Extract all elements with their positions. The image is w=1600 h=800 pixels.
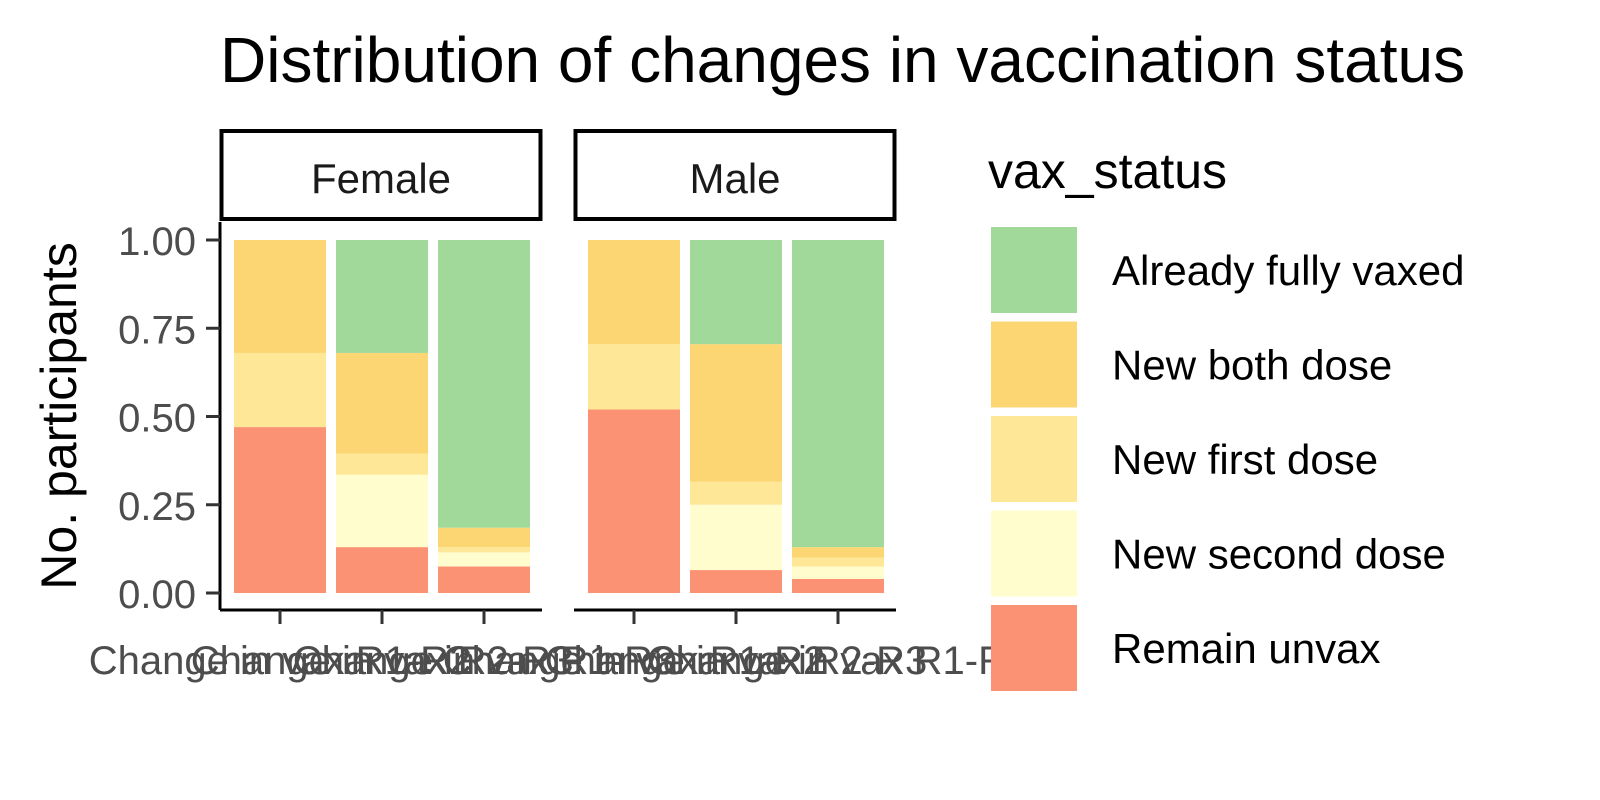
- bar-segment: [438, 240, 530, 528]
- x-tick-label: Change in vax R2-R3: [545, 639, 927, 683]
- bar-segment: [234, 240, 326, 353]
- facet-panels: 0.00 0.25 0.50 0.75 1.00 Female Change in vax …: [89, 129, 1029, 683]
- facet-strip-label: Female: [311, 155, 451, 202]
- bar-segment: [438, 566, 530, 593]
- x-tick-label: Change in vax R1-R3: [293, 639, 675, 683]
- bar-segment: [336, 474, 428, 548]
- bar-segment: [438, 547, 530, 553]
- facet-strip: [219, 129, 543, 221]
- bar-segment: [690, 504, 782, 571]
- legend: vax_status Already fully vaxed New both d…: [988, 143, 1465, 691]
- legend-key: [991, 321, 1077, 408]
- bar-segment: [336, 547, 428, 593]
- bar-segment: [336, 453, 428, 475]
- legend-label: New both dose: [1112, 342, 1392, 389]
- bar-segment: [438, 527, 530, 548]
- legend-key: [991, 416, 1077, 502]
- y-tick-label: 1.00: [118, 220, 196, 264]
- legend-label: New first dose: [1112, 436, 1378, 483]
- bar-segment: [336, 240, 428, 353]
- x-tick-label: Change in vax R1-R2: [89, 639, 471, 683]
- facet-strip: [573, 129, 897, 221]
- legend-label: Already fully vaxed: [1112, 247, 1465, 294]
- legend-key: [991, 510, 1077, 597]
- bar-segment: [792, 240, 884, 548]
- x-tick-label: Change in vax R1-R2: [443, 639, 825, 683]
- bar-segment: [234, 352, 326, 428]
- chart-title: Distribution of changes in vaccination s…: [220, 24, 1465, 96]
- legend-label: Remain unvax: [1112, 625, 1380, 672]
- legend-title: vax_status: [988, 143, 1227, 199]
- x-tick-label: Change in vax R2-R3: [191, 639, 573, 683]
- legend-key: [991, 605, 1077, 691]
- y-axis-label: No. participants: [31, 242, 87, 589]
- bar-segment: [234, 427, 326, 593]
- bar-segment: [438, 552, 530, 567]
- bar-segment: [792, 557, 884, 567]
- y-tick-label: 0.75: [118, 308, 196, 352]
- bar-segment: [690, 240, 782, 345]
- bar-segment: [588, 409, 680, 593]
- bar-segment: [792, 547, 884, 558]
- bar-segment: [588, 240, 680, 345]
- bar-segment: [588, 344, 680, 410]
- bar-segment: [690, 344, 782, 482]
- bar-segment: [690, 481, 782, 505]
- y-tick-label: 0.50: [118, 397, 196, 441]
- x-tick-label: Change in vax R1-R3: [647, 639, 1029, 683]
- bar-segment: [690, 570, 782, 593]
- facet-strip-label: Male: [689, 155, 780, 202]
- legend-key: [991, 227, 1077, 313]
- legend-label: New second dose: [1112, 531, 1446, 578]
- bar-segment: [336, 352, 428, 454]
- y-tick-label: 0.00: [118, 573, 196, 617]
- bar-segment: [792, 578, 884, 593]
- y-tick-label: 0.25: [118, 485, 196, 529]
- bar-segment: [792, 566, 884, 579]
